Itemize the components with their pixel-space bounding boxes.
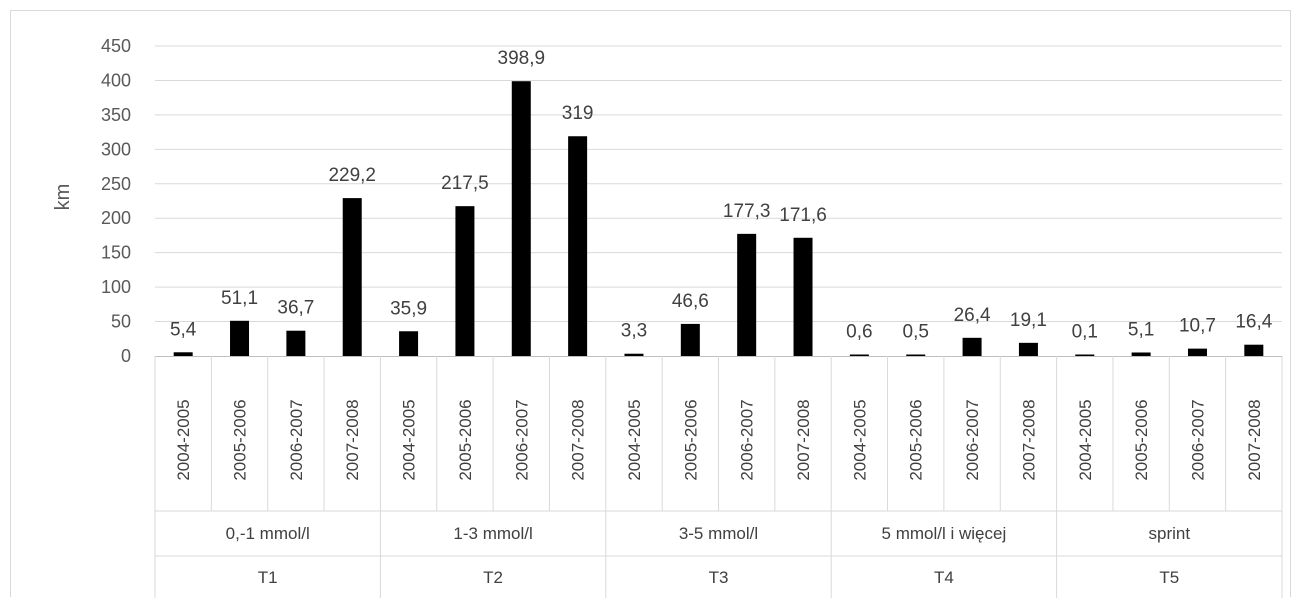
y-tick-label: 150 [101, 243, 131, 263]
bar [906, 354, 926, 356]
data-label: 229,2 [328, 165, 376, 186]
bar [455, 206, 475, 356]
y-tick-label: 350 [101, 105, 131, 125]
data-label: 19,1 [1010, 310, 1047, 331]
season-label: 2005-2006 [1132, 399, 1151, 480]
data-label: 16,4 [1235, 312, 1272, 333]
season-label: 2004-2005 [400, 399, 419, 480]
bar [624, 353, 644, 356]
y-tick-label: 300 [101, 139, 131, 159]
data-label: 26,4 [954, 305, 991, 326]
bar [286, 330, 306, 356]
zone-label: T5 [1159, 568, 1179, 587]
season-label: 2007-2008 [343, 399, 362, 480]
data-label: 36,7 [277, 298, 314, 319]
chart-container: km 0 50 100 150 200 250 300 350 400 450 5,4 2004-20… [10, 10, 1291, 598]
bar [793, 237, 813, 356]
season-label: 2005-2006 [907, 399, 926, 480]
data-label: 10,7 [1179, 316, 1216, 337]
bar [680, 323, 700, 356]
season-label: 2007-2008 [1019, 399, 1038, 480]
data-label: 171,6 [779, 205, 827, 226]
y-tick-label: 400 [101, 70, 131, 90]
season-label: 2005-2006 [681, 399, 700, 480]
y-tick-label: 450 [101, 36, 131, 56]
bar-chart: km 0 50 100 150 200 250 300 350 400 450 5,4 2004-20… [52, 36, 1283, 598]
season-label: 2005-2006 [231, 399, 250, 480]
bar [399, 331, 419, 356]
intensity-label: 5 mmol/l i więcej [882, 524, 1007, 543]
y-tick-label: 200 [101, 208, 131, 228]
season-label: 2006-2007 [1188, 399, 1207, 480]
season-label: 2007-2008 [1245, 399, 1264, 480]
zone-label: T1 [258, 568, 278, 587]
bar [737, 233, 757, 356]
y-tick-label: 0 [121, 346, 131, 366]
data-label: 0,1 [1072, 322, 1098, 343]
data-label: 319 [562, 103, 594, 124]
data-label: 177,3 [723, 201, 771, 222]
season-label: 2006-2007 [963, 399, 982, 480]
bar [342, 198, 362, 356]
y-tick-label: 100 [101, 277, 131, 297]
zone-label: T4 [934, 568, 954, 587]
season-label: 2004-2005 [625, 399, 644, 480]
data-label: 51,1 [221, 288, 258, 309]
intensity-label: sprint [1149, 524, 1191, 543]
data-label: 5,4 [170, 319, 197, 340]
bar [1187, 348, 1207, 356]
season-label: 2004-2005 [1076, 399, 1095, 480]
data-label: 398,9 [498, 48, 546, 69]
zone-label: T2 [483, 568, 503, 587]
season-label: 2004-2005 [174, 399, 193, 480]
y-tick-label: 50 [111, 312, 131, 332]
data-label: 35,9 [390, 298, 427, 319]
bar [849, 354, 869, 356]
data-label: 3,3 [621, 321, 647, 342]
intensity-label: 0,-1 mmol/l [226, 524, 310, 543]
y-tick-label: 250 [101, 174, 131, 194]
season-label: 2007-2008 [569, 399, 588, 480]
season-label: 2004-2005 [850, 399, 869, 480]
season-label: 2006-2007 [287, 399, 306, 480]
bar [1075, 354, 1095, 356]
data-label: 0,6 [846, 322, 872, 343]
intensity-label: 3-5 mmol/l [679, 524, 758, 543]
season-label: 2006-2007 [512, 399, 531, 480]
bar [230, 320, 250, 356]
data-label: 0,5 [903, 322, 929, 343]
bar [1131, 352, 1151, 356]
zone-label: T3 [709, 568, 729, 587]
bar [962, 337, 982, 356]
y-axis-label: km [52, 184, 74, 211]
intensity-label: 1-3 mmol/l [453, 524, 532, 543]
bar [1244, 344, 1264, 356]
season-label: 2007-2008 [794, 399, 813, 480]
bar [173, 352, 193, 356]
data-label: 46,6 [672, 291, 709, 312]
bar [568, 136, 588, 356]
data-label: 5,1 [1128, 319, 1154, 340]
season-label: 2006-2007 [738, 399, 757, 480]
bar [511, 81, 531, 357]
bar [1018, 342, 1038, 356]
season-label: 2005-2006 [456, 399, 475, 480]
data-label: 217,5 [441, 173, 489, 194]
